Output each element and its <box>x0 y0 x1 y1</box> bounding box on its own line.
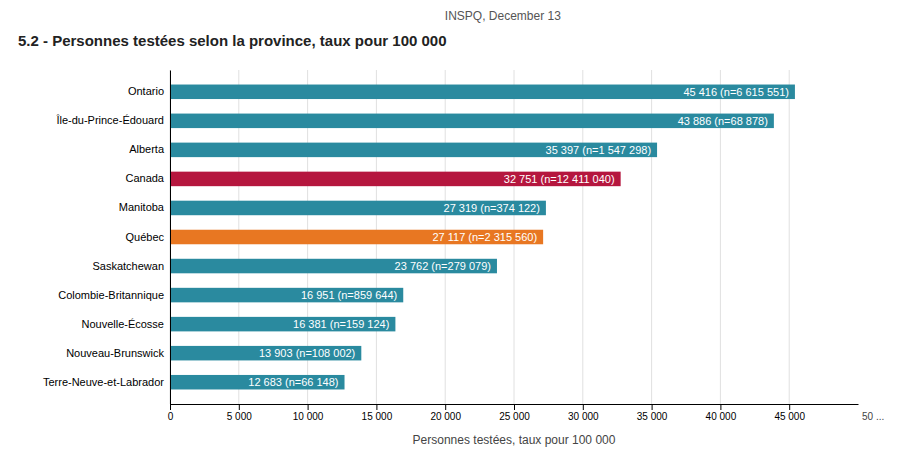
data-label: 12 683 (n=66 148) <box>248 376 338 388</box>
y-tick: Alberta <box>129 143 170 155</box>
x-tick: 15 000 <box>362 404 393 422</box>
bar <box>170 85 795 100</box>
data-label: 27 117 (n=2 315 560) <box>432 231 537 243</box>
bar <box>170 346 361 361</box>
x-tick-label: 10 000 <box>293 411 324 422</box>
y-tick-label: Alberta <box>129 143 165 155</box>
x-tick: 35 000 <box>637 404 668 422</box>
bar <box>170 317 395 332</box>
bars <box>170 85 795 390</box>
x-tick-mark <box>652 404 653 410</box>
y-tick: Canada <box>125 172 170 184</box>
y-tick-label: Manitoba <box>119 201 165 213</box>
x-axis-title: Personnes testées, taux pour 100 000 <box>413 433 616 447</box>
data-label: 16 381 (n=159 124) <box>293 318 389 330</box>
x-tick-label: 30 000 <box>568 411 599 422</box>
y-tick: Ontario <box>128 85 170 97</box>
x-tick-mark <box>308 404 309 410</box>
x-tick: 30 000 <box>568 404 599 422</box>
grid <box>170 70 789 404</box>
y-tick: Île-du-Prince-Édouard <box>55 114 170 126</box>
x-tick-mark <box>239 404 240 410</box>
x-tick: 10 000 <box>293 404 324 422</box>
bar <box>170 201 546 216</box>
y-tick: Colombie-Britannique <box>58 289 170 301</box>
y-axis: Terre-Neuve-et-Labrador Nouveau-Brunswick… <box>43 71 171 405</box>
x-tick: 25 000 <box>499 404 530 422</box>
y-tick: Nouveau-Brunswick <box>66 347 170 359</box>
bar <box>170 259 497 274</box>
y-tick-label: Nouvelle-Écosse <box>81 318 164 330</box>
x-tick-label: 0 <box>168 411 174 422</box>
x-tick-label: 35 000 <box>637 411 668 422</box>
y-tick-label: Canada <box>125 172 164 184</box>
x-axis: 0 5 000 10 000 15 000 20 000 25 000 30 000 35 0… <box>168 404 859 422</box>
x-tick-label: 5 000 <box>227 411 252 422</box>
grid-line <box>170 70 171 404</box>
data-label: 43 886 (n=68 878) <box>678 115 768 127</box>
data-label: 27 319 (n=374 122) <box>444 202 540 214</box>
y-tick-label: Québec <box>125 231 164 243</box>
y-tick-label: Ontario <box>128 85 164 97</box>
x-tick-mark <box>514 404 515 410</box>
bar <box>170 288 403 303</box>
data-label: 16 951 (n=859 644) <box>301 289 397 301</box>
data-label: 32 751 (n=12 411 040) <box>504 173 615 185</box>
x-tick-label: 15 000 <box>362 411 393 422</box>
x-tick: 40 000 <box>706 404 737 422</box>
x-tick-mark <box>376 404 377 410</box>
y-tick-label: Nouveau-Brunswick <box>66 347 164 359</box>
y-tick: Québec <box>125 231 170 243</box>
y-tick: Terre-Neuve-et-Labrador <box>43 376 170 388</box>
y-tick: Nouvelle-Écosse <box>81 318 170 330</box>
x-tick-mark <box>583 404 584 410</box>
data-label: 35 397 (n=1 547 298) <box>546 144 652 156</box>
data-labels: 12 683 (n=66 148) 13 903 (n=108 002) 16 38… <box>248 86 789 388</box>
x-tick-label: 45 000 <box>774 411 805 422</box>
x-tick-label: 20 000 <box>430 411 461 422</box>
plot: 12 683 (n=66 148) 13 903 (n=108 002) 16 38… <box>43 70 884 447</box>
data-label: 23 762 (n=279 079) <box>395 260 491 272</box>
subtitle: INSPQ, December 13 <box>445 9 561 23</box>
bar <box>170 230 543 245</box>
y-tick: Saskatchewan <box>92 260 170 272</box>
y-axis-line <box>170 71 171 405</box>
y-tick-label: Terre-Neuve-et-Labrador <box>43 376 164 388</box>
grid-line <box>789 70 790 404</box>
title: 5.2 - Personnes testées selon la provinc… <box>18 32 447 49</box>
y-tick-label: Île-du-Prince-Édouard <box>55 114 164 126</box>
bar <box>170 114 774 129</box>
y-tick: Manitoba <box>119 201 170 213</box>
x-tick: 0 <box>168 404 174 422</box>
data-label: 13 903 (n=108 002) <box>259 347 355 359</box>
bar <box>170 375 345 390</box>
annotation: 50 ... <box>862 411 884 422</box>
x-tick-label: 25 000 <box>499 411 530 422</box>
x-tick-mark <box>720 404 721 410</box>
x-tick: 5 000 <box>227 404 252 422</box>
y-tick-label: Saskatchewan <box>92 260 164 272</box>
bar <box>170 143 657 158</box>
x-tick: 45 000 <box>774 404 805 422</box>
bar <box>170 172 621 187</box>
chart: INSPQ, December 13 5.2 - Personnes testée… <box>0 0 898 454</box>
x-tick-mark <box>789 404 790 410</box>
y-tick-label: Colombie-Britannique <box>58 289 164 301</box>
data-label: 45 416 (n=6 615 551) <box>683 86 789 98</box>
x-tick-mark <box>445 404 446 410</box>
x-tick-mark <box>170 404 171 410</box>
x-tick: 20 000 <box>430 404 461 422</box>
x-tick-label: 40 000 <box>706 411 737 422</box>
